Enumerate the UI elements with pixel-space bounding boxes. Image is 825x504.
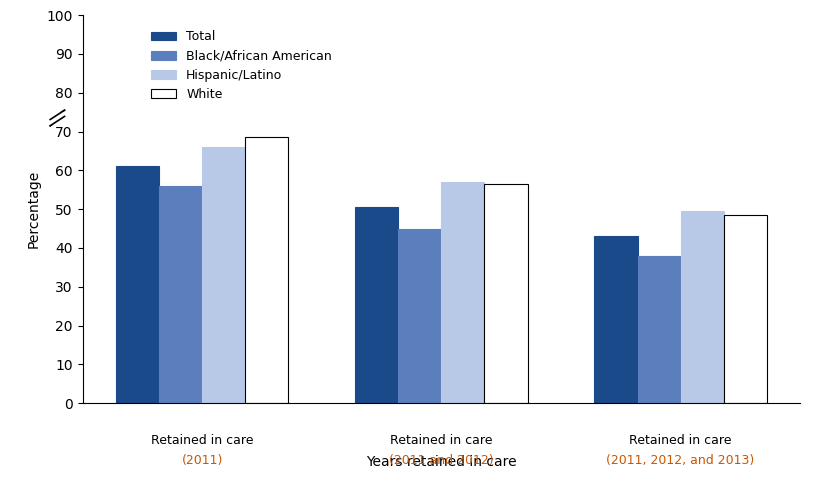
- Bar: [43, 112, 72, 124]
- Bar: [484, 184, 527, 403]
- Text: Retained in care: Retained in care: [390, 434, 493, 447]
- Bar: [724, 215, 766, 403]
- Text: (2011): (2011): [182, 454, 223, 467]
- Bar: [681, 211, 724, 403]
- Bar: [202, 147, 245, 403]
- Legend: Total, Black/African American, Hispanic/Latino, White: Total, Black/African American, Hispanic/…: [146, 25, 337, 106]
- Text: (2011, 2012, and 2013): (2011, 2012, and 2013): [606, 454, 755, 467]
- Bar: [441, 182, 484, 403]
- Text: Retained in care: Retained in care: [151, 434, 253, 447]
- Bar: [116, 166, 159, 403]
- Bar: [595, 236, 638, 403]
- X-axis label: Years retained in care: Years retained in care: [366, 455, 516, 469]
- Bar: [398, 229, 441, 403]
- Bar: [159, 186, 202, 403]
- Bar: [638, 256, 681, 403]
- Text: Retained in care: Retained in care: [629, 434, 732, 447]
- Y-axis label: Percentage: Percentage: [27, 170, 41, 248]
- Text: (2011 and 2012): (2011 and 2012): [389, 454, 493, 467]
- Bar: [245, 138, 288, 403]
- Bar: [356, 207, 398, 403]
